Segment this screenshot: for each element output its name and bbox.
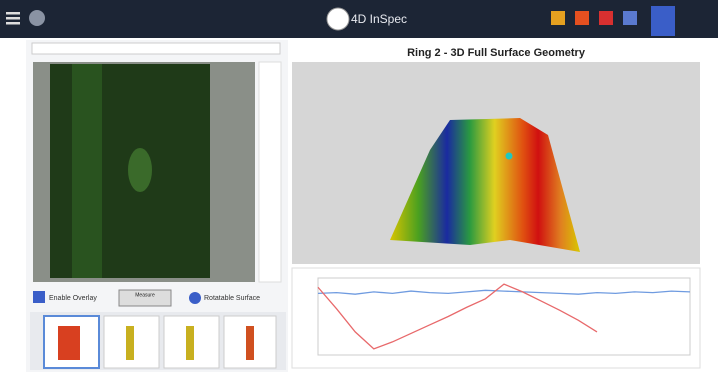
home-icon[interactable]	[29, 10, 45, 26]
tool-icon[interactable]	[599, 11, 613, 25]
surface-label: Rotatable Surface	[204, 295, 260, 302]
logo-mark	[327, 8, 349, 30]
image-feature	[128, 148, 152, 192]
file-dropdown[interactable]	[32, 43, 280, 54]
thumbnail-image	[246, 326, 254, 360]
logo: 4D InSpec	[351, 12, 407, 26]
profile-plot	[292, 268, 700, 368]
page: 4D InSpec Enable Overlay Measure Rotatab…	[0, 0, 718, 372]
tool-icon[interactable]	[623, 11, 637, 25]
app-window: 4D InSpec Enable Overlay Measure Rotatab…	[0, 0, 718, 372]
tool-icon-active[interactable]	[651, 6, 675, 36]
slider-panel[interactable]	[259, 62, 281, 282]
tool-icon[interactable]	[575, 11, 589, 25]
overlay-label: Enable Overlay	[49, 295, 97, 302]
thumbnail-image	[126, 326, 134, 360]
viewer-title: Ring 2 - 3D Full Surface Geometry	[407, 47, 586, 59]
thumbnail-image	[186, 326, 194, 360]
overlay-checkbox[interactable]	[33, 291, 45, 303]
image-band	[72, 64, 102, 278]
thumbnail-image	[58, 326, 80, 360]
menu-button[interactable]	[6, 12, 20, 25]
measure-label: Measure	[135, 292, 155, 298]
surface-icon[interactable]	[189, 292, 201, 304]
surface-marker	[506, 153, 513, 160]
tool-icon[interactable]	[551, 11, 565, 25]
